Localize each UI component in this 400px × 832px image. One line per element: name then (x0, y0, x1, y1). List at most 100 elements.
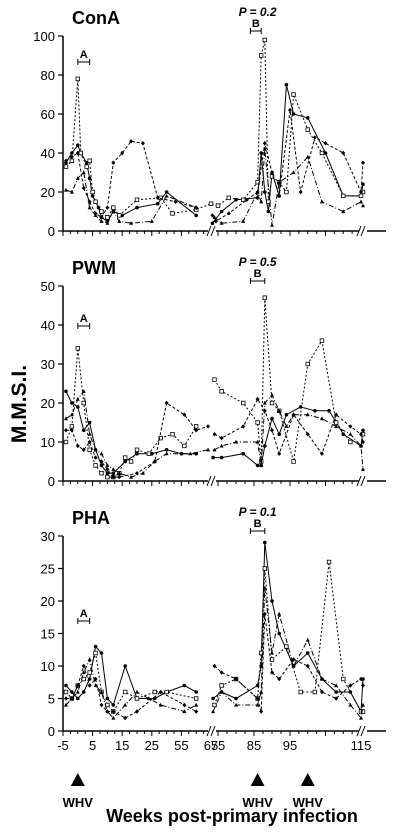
data-point-2-0-3 (81, 690, 86, 694)
data-point-1-1-7 (105, 474, 110, 480)
data-point-1-3-0 (63, 428, 68, 433)
y-tick-label-0-2: 40 (41, 146, 55, 161)
data-point-0-3-8 (111, 160, 116, 165)
data-point-1-0-16 (219, 455, 224, 460)
data-point-1-1-23 (262, 295, 267, 300)
data-point-0-3-23 (288, 107, 292, 113)
data-point-2-3-18 (259, 709, 264, 714)
series-line-0-2-0 (65, 171, 197, 224)
axis-break-2-1-a (356, 725, 362, 737)
data-point-1-0-25 (313, 409, 317, 413)
data-point-1-1-20 (240, 400, 246, 406)
series-line-2-3-1 (214, 613, 364, 712)
data-point-2-2-4 (87, 657, 92, 662)
data-point-1-0-4 (87, 420, 92, 425)
data-point-2-2-14 (194, 702, 199, 707)
data-point-2-2-20 (262, 585, 267, 590)
data-point-0-3-18 (244, 197, 249, 202)
y-tick-label-1-1: 10 (41, 435, 55, 450)
data-point-2-1-11 (152, 689, 157, 695)
data-point-2-3-13 (194, 709, 199, 714)
data-point-1-3-16 (212, 432, 217, 437)
data-point-0-3-3 (81, 185, 86, 191)
data-point-0-3-24 (298, 189, 303, 195)
data-point-1-1-30 (348, 439, 353, 445)
data-point-1-2-5 (93, 447, 98, 452)
data-point-0-0-5 (87, 176, 92, 181)
data-point-0-2-15 (219, 221, 224, 225)
data-point-1-3-15 (206, 424, 211, 429)
data-point-1-0-3 (81, 428, 86, 433)
data-point-2-1-23 (312, 689, 318, 695)
data-point-2-1-15 (219, 683, 224, 688)
data-point-2-0-9 (123, 664, 127, 668)
data-point-1-2-11 (140, 471, 145, 475)
data-point-0-3-22 (277, 193, 282, 199)
data-point-0-2-4 (87, 205, 92, 210)
data-point-0-3-16 (213, 219, 218, 224)
data-point-0-0-31 (361, 182, 365, 186)
data-point-2-3-7 (105, 709, 110, 714)
data-point-1-2-19 (255, 439, 260, 444)
bracket-label-2-0: A (80, 608, 88, 620)
data-point-0-0-2 (76, 143, 80, 147)
data-point-1-0-12 (164, 448, 169, 452)
axis-break-0-1-b (360, 225, 366, 237)
data-point-0-1-10 (111, 205, 116, 210)
data-point-1-1-10 (122, 455, 128, 460)
data-point-2-0-14 (194, 690, 198, 694)
data-point-2-3-3 (81, 663, 86, 669)
data-point-0-2-27 (361, 203, 365, 208)
axis-break-0-1-a (356, 225, 362, 237)
data-point-0-2-24 (319, 199, 324, 204)
data-point-2-2-11 (146, 696, 151, 701)
data-point-1-2-28 (334, 424, 339, 428)
data-point-0-3-12 (155, 195, 160, 201)
y-tick-label-1-5: 50 (41, 279, 55, 294)
data-point-2-3-16 (234, 676, 238, 682)
data-point-1-0-7 (105, 471, 110, 476)
data-point-1-1-6 (99, 470, 104, 476)
data-point-0-2-3 (81, 170, 86, 175)
data-point-2-3-9 (123, 715, 128, 721)
y-tick-label-0-4: 80 (41, 68, 55, 83)
data-point-0-3-4 (87, 199, 92, 204)
data-point-2-2-2 (75, 689, 80, 694)
data-point-0-1-8 (99, 209, 104, 214)
data-point-0-1-1 (69, 158, 75, 163)
axis-break-2-0-b (210, 725, 216, 737)
data-point-2-2-29 (361, 702, 365, 707)
data-point-1-3-9 (117, 474, 122, 480)
data-point-0-0-14 (164, 190, 169, 194)
data-point-0-2-22 (291, 170, 296, 175)
data-point-1-3-7 (105, 467, 110, 472)
p-value-2: P = 0.1 (239, 505, 277, 519)
data-point-1-1-21 (255, 420, 260, 425)
data-point-2-2-16 (219, 689, 224, 694)
axis-break-0-0-a (206, 225, 212, 237)
data-point-2-0-2 (76, 696, 80, 701)
data-point-2-2-24 (305, 637, 310, 642)
data-point-1-2-8 (111, 467, 116, 471)
data-point-1-1-16 (182, 443, 187, 449)
data-point-2-3-19 (262, 611, 267, 617)
data-point-1-2-6 (99, 451, 104, 456)
data-point-0-1-17 (215, 203, 221, 208)
y-tick-label-1-3: 30 (41, 357, 55, 372)
data-point-0-1-18 (226, 195, 231, 201)
whv-arrow-1 (250, 773, 265, 786)
data-point-2-2-6 (99, 689, 104, 694)
series-line-1-1-1 (214, 297, 351, 462)
data-point-2-0-5 (93, 644, 98, 649)
data-point-1-1-2 (75, 346, 80, 351)
data-point-0-3-19 (255, 189, 260, 195)
data-point-0-3-28 (359, 189, 363, 195)
data-point-2-2-21 (270, 650, 274, 655)
data-point-0-3-15 (210, 213, 215, 218)
data-point-2-3-5 (93, 676, 98, 682)
data-point-2-0-17 (234, 696, 238, 701)
data-point-0-0-15 (194, 213, 198, 218)
y-axis-label: M.M.S.I. (8, 365, 31, 443)
data-point-2-3-1 (69, 696, 74, 701)
data-point-2-2-3 (81, 670, 86, 675)
